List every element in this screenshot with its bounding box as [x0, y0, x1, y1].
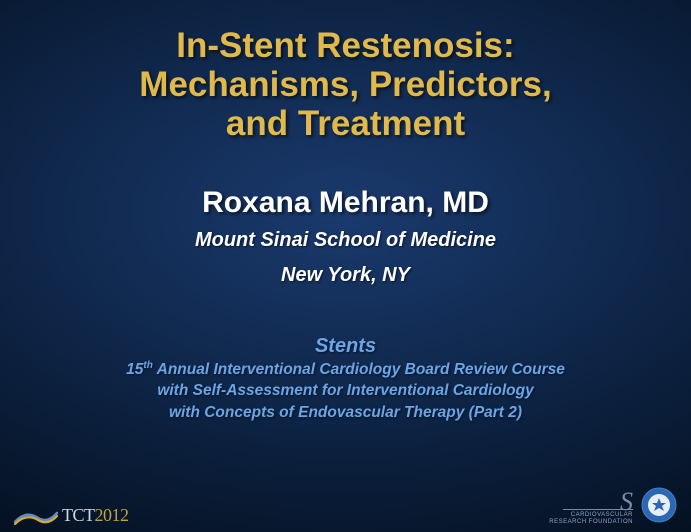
presenter-block: Roxana Mehran, MD Mount Sinai School of … [0, 186, 691, 289]
slide-footer: TCT2012 S CARDIOVASCULAR RESEARCH FOUNDA… [0, 478, 691, 532]
section-heading: Stents [0, 333, 691, 359]
presenter-affiliation: Mount Sinai School of Medicine [0, 227, 691, 254]
title-line-1: In-Stent Restenosis: [0, 26, 691, 65]
title-slide: In-Stent Restenosis: Mechanisms, Predict… [0, 0, 691, 532]
title-line-2: Mechanisms, Predictors, [0, 65, 691, 104]
slide-title: In-Stent Restenosis: Mechanisms, Predict… [0, 0, 691, 144]
section-block: Stents 15th Annual Interventional Cardio… [0, 333, 691, 424]
crf-s-icon: S [620, 489, 633, 515]
conference-logo: TCT2012 [14, 504, 129, 526]
foundation-logo: S CARDIOVASCULAR RESEARCH FOUNDATION [549, 485, 677, 526]
wave-icon [14, 504, 58, 526]
crf-mark: S CARDIOVASCULAR RESEARCH FOUNDATION [549, 485, 633, 526]
section-line-1: 15th Annual Interventional Cardiology Bo… [0, 359, 691, 381]
presenter-location: New York, NY [0, 262, 691, 289]
section-line-3: with Concepts of Endovascular Therapy (P… [0, 402, 691, 424]
presenter-name: Roxana Mehran, MD [0, 186, 691, 219]
conference-text: TCT2012 [62, 505, 129, 526]
seal-icon [641, 487, 677, 523]
title-line-3: and Treatment [0, 104, 691, 143]
section-line-2: with Self-Assessment for Interventional … [0, 380, 691, 402]
